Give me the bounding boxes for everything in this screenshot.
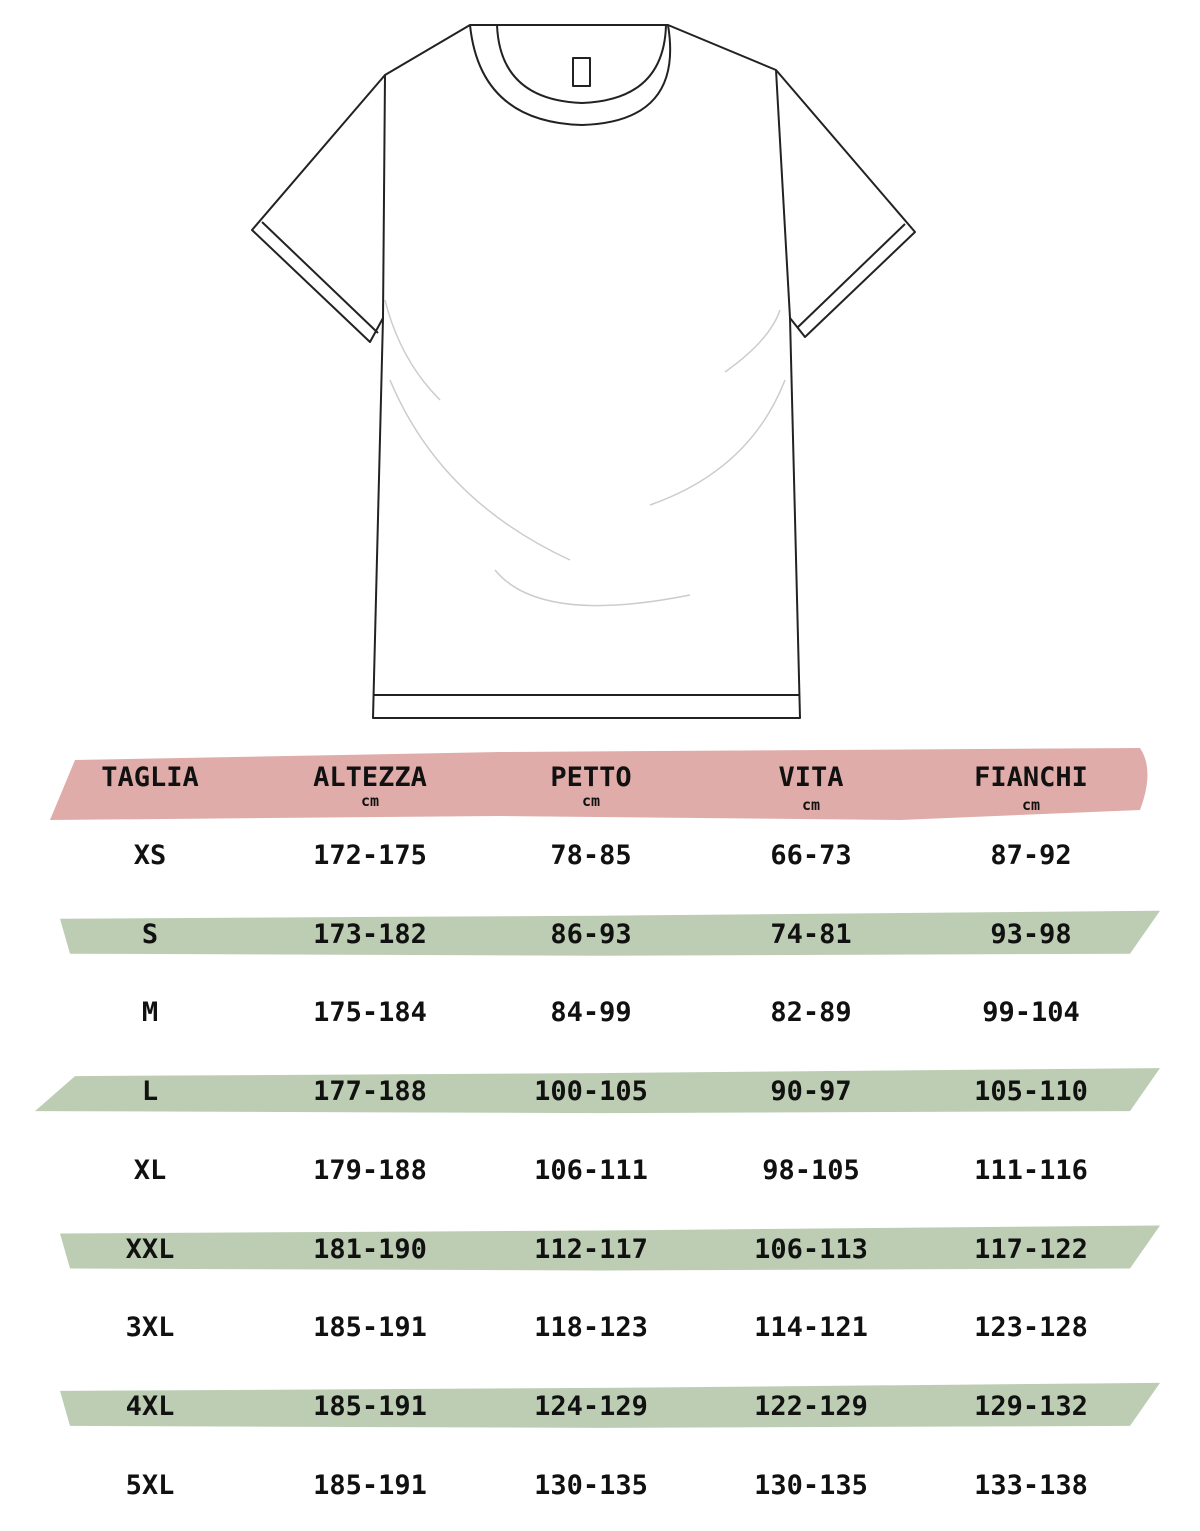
column-header: TAGLIA	[101, 762, 199, 793]
column-header: FIANCHI	[974, 762, 1088, 793]
size-cell: XXL	[125, 1233, 175, 1265]
measurement-cell: 117-122	[974, 1233, 1088, 1265]
measurement-cell: 90-97	[770, 1076, 852, 1108]
size-cell: 5XL	[125, 1469, 175, 1501]
measurement-cell: 114-121	[754, 1312, 868, 1344]
measurement-cell: 78-85	[550, 840, 632, 871]
measurement-cell: 106-113	[754, 1233, 868, 1265]
measurement-cell: 130-135	[534, 1469, 648, 1501]
t-shirt-illustration	[251, 24, 916, 719]
measurement-cell: 111-116	[974, 1154, 1088, 1186]
column-header: VITA	[778, 762, 844, 793]
measurement-cell: 105-110	[974, 1076, 1088, 1108]
row-band	[35, 1068, 1160, 1114]
size-cell: XS	[133, 840, 167, 871]
row-band	[60, 1382, 1160, 1428]
measurement-cell: 124-129	[534, 1390, 648, 1422]
measurement-cell: 177-188	[313, 1076, 427, 1108]
size-cell: 3XL	[125, 1312, 175, 1344]
collar-label	[572, 57, 591, 87]
measurement-cell: 175-184	[313, 997, 427, 1029]
measurement-cell: 173-182	[313, 918, 427, 950]
unit-label: cm	[581, 792, 601, 810]
measurement-cell: 130-135	[754, 1469, 868, 1501]
header-band	[50, 748, 1148, 820]
measurement-cell: 100-105	[534, 1076, 648, 1108]
sleeve-cuff-left	[261, 221, 379, 334]
measurement-cell: 129-132	[974, 1390, 1088, 1422]
fabric-fold-shading	[384, 299, 786, 607]
measurement-cell: 66-73	[770, 840, 852, 871]
measurement-cell: 87-92	[990, 840, 1072, 871]
unit-label: cm	[1021, 796, 1041, 814]
measurement-cell: 185-191	[313, 1312, 427, 1344]
size-cell: M	[141, 997, 159, 1029]
measurement-cell: 185-191	[313, 1469, 427, 1501]
measurement-cell: 98-105	[762, 1154, 860, 1186]
measurement-cell: 93-98	[990, 918, 1072, 950]
row-band	[60, 1225, 1160, 1271]
row-band	[60, 910, 1160, 956]
column-header: ALTEZZA	[313, 762, 427, 793]
measurement-cell: 122-129	[754, 1390, 868, 1422]
collar-inner	[496, 24, 667, 104]
measurement-cell: 185-191	[313, 1390, 427, 1422]
measurement-cell: 179-188	[313, 1154, 427, 1186]
measurement-cell: 74-81	[770, 918, 852, 950]
unit-label: cm	[801, 796, 821, 814]
size-cell: 4XL	[125, 1390, 175, 1422]
size-cell: S	[141, 918, 159, 950]
column-header: PETTO	[550, 762, 632, 793]
unit-label: cm	[360, 792, 380, 810]
measurement-cell: 86-93	[550, 918, 632, 950]
sleeve-cuff-right	[796, 223, 906, 329]
measurement-cell: 118-123	[534, 1312, 648, 1344]
measurement-cell: 112-117	[534, 1233, 648, 1265]
measurement-cell: 82-89	[770, 997, 852, 1029]
measurement-cell: 133-138	[974, 1469, 1088, 1501]
measurement-cell: 172-175	[313, 840, 427, 871]
collar-outer	[469, 24, 672, 126]
size-cell: XL	[133, 1154, 167, 1186]
measurement-cell: 181-190	[313, 1233, 427, 1265]
measurement-cell: 99-104	[982, 997, 1080, 1029]
measurement-cell: 106-111	[534, 1154, 648, 1186]
size-cell: L	[141, 1076, 159, 1108]
measurement-cell: 123-128	[974, 1312, 1088, 1344]
measurement-cell: 84-99	[550, 997, 632, 1029]
